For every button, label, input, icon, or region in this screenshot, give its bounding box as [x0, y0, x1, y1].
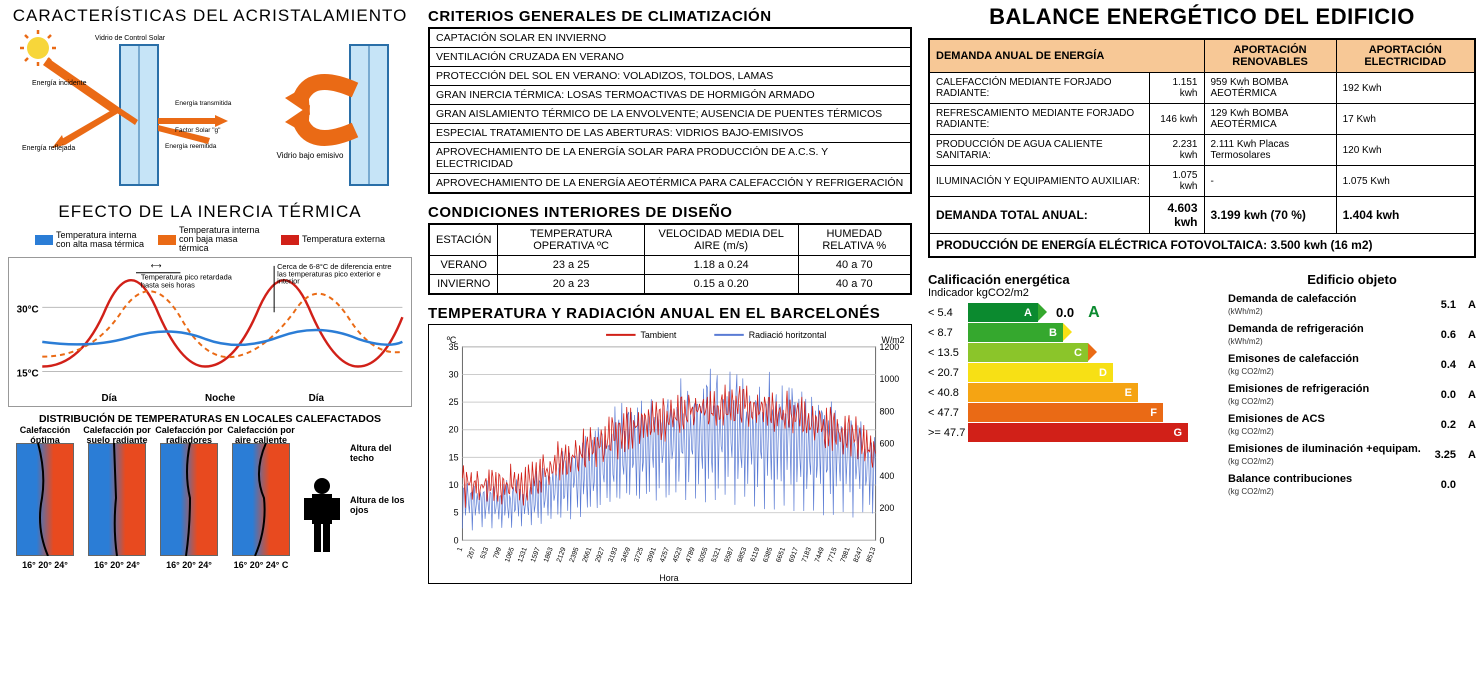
- svg-text:2927: 2927: [595, 546, 607, 563]
- svg-text:4257: 4257: [659, 546, 671, 563]
- inertia-legend: Temperatura interna con alta masa térmic…: [8, 226, 412, 253]
- svg-text:0: 0: [454, 535, 459, 545]
- svg-text:Vidrio bajo emisivo: Vidrio bajo emisivo: [277, 151, 345, 160]
- svg-text:5587: 5587: [724, 546, 736, 563]
- svg-text:Radiació horitzontal: Radiació horitzontal: [749, 330, 827, 340]
- cond-table: ESTACIÓNTEMPERATURA OPERATIVA ºCVELOCIDA…: [428, 223, 912, 295]
- svg-text:1331: 1331: [517, 546, 529, 563]
- svg-text:799: 799: [493, 546, 504, 559]
- svg-text:15°C: 15°C: [17, 368, 39, 379]
- inertia-title: EFECTO DE LA INERCIA TÉRMICA: [8, 202, 412, 222]
- rad-title: TEMPERATURA Y RADIACIÓN ANUAL EN EL BARC…: [428, 305, 912, 322]
- rating-bars: .rating-row:nth-child(1) .rating-arrow::…: [928, 303, 1218, 442]
- svg-text:1: 1: [456, 546, 464, 552]
- svg-text:2129: 2129: [556, 546, 568, 563]
- inertia-chart: 30°C 15°C ⟷ Temperatura pico retardada h…: [8, 257, 412, 407]
- svg-text:6651: 6651: [775, 546, 787, 563]
- svg-text:Día: Día: [309, 393, 325, 404]
- svg-text:6385: 6385: [762, 546, 774, 563]
- svg-text:Tambient: Tambient: [640, 330, 676, 340]
- rating-sub: Indicador kgCO2/m2: [928, 287, 1218, 299]
- svg-text:Hora: Hora: [659, 573, 678, 583]
- svg-text:0: 0: [880, 535, 885, 545]
- glazing-title: CARACTERÍSTICAS DEL ACRISTALAMIENTO: [8, 6, 412, 26]
- svg-text:4523: 4523: [672, 546, 684, 563]
- svg-text:267: 267: [467, 546, 478, 559]
- svg-text:25: 25: [449, 397, 459, 407]
- svg-text:35: 35: [449, 342, 459, 352]
- rating-title: Calificación energética: [928, 272, 1218, 287]
- svg-text:5055: 5055: [698, 546, 710, 563]
- svg-text:200: 200: [880, 503, 895, 513]
- svg-text:1065: 1065: [504, 546, 516, 563]
- svg-text:7449: 7449: [814, 546, 826, 563]
- balance-title: BALANCE ENERGÉTICO DEL EDIFICIO: [928, 4, 1476, 30]
- svg-text:3193: 3193: [607, 546, 619, 563]
- svg-text:2661: 2661: [582, 546, 594, 563]
- svg-text:Día: Día: [101, 393, 117, 404]
- svg-text:1000: 1000: [880, 374, 900, 384]
- crit-title: CRITERIOS GENERALES DE CLIMATIZACIÓN: [428, 8, 912, 25]
- crit-table: CAPTACIÓN SOLAR EN INVIERNOVENTILACIÓN C…: [428, 27, 912, 194]
- svg-text:600: 600: [880, 439, 895, 449]
- balance-table: DEMANDA ANUAL DE ENERGÍAAPORTACIÓN RENOV…: [928, 38, 1476, 258]
- svg-text:Energía reemitida: Energía reemitida: [165, 143, 217, 150]
- svg-text:1863: 1863: [543, 546, 555, 563]
- svg-text:Noche: Noche: [205, 393, 236, 404]
- dist-title: DISTRIBUCIÓN DE TEMPERATURAS EN LOCALES …: [8, 413, 412, 425]
- svg-text:3459: 3459: [620, 546, 632, 563]
- svg-text:4789: 4789: [685, 546, 697, 563]
- svg-text:5321: 5321: [711, 546, 723, 563]
- svg-text:8513: 8513: [866, 546, 878, 563]
- svg-text:7715: 7715: [827, 546, 839, 563]
- svg-text:7981: 7981: [840, 546, 852, 563]
- svg-text:400: 400: [880, 471, 895, 481]
- svg-text:⟷: ⟷: [151, 261, 162, 270]
- svg-text:8247: 8247: [853, 546, 865, 563]
- svg-text:5853: 5853: [737, 546, 749, 563]
- svg-text:5: 5: [454, 508, 459, 518]
- svg-text:Vidrio de Control Solar: Vidrio de Control Solar: [95, 35, 166, 42]
- svg-text:533: 533: [480, 546, 491, 559]
- svg-text:Energía incidente: Energía incidente: [32, 80, 87, 87]
- svg-text:15: 15: [449, 452, 459, 462]
- svg-text:Energía reflejada: Energía reflejada: [22, 145, 75, 152]
- svg-text:Factor Solar "g": Factor Solar "g": [175, 127, 221, 134]
- svg-text:Energía transmitida: Energía transmitida: [175, 100, 232, 107]
- cond-title: CONDICIONES INTERIORES DE DISEÑO: [428, 204, 912, 221]
- svg-text:6917: 6917: [788, 546, 800, 563]
- svg-text:30: 30: [449, 369, 459, 379]
- glazing-diagram: Vidrio de Control Solar Energía incident…: [8, 30, 412, 200]
- svg-text:10: 10: [449, 480, 459, 490]
- svg-text:3725: 3725: [633, 546, 645, 563]
- svg-text:7183: 7183: [801, 546, 813, 563]
- svg-text:800: 800: [880, 406, 895, 416]
- svg-text:1200: 1200: [880, 342, 900, 352]
- obj-rows: Demanda de calefacción(kWh/m2)5.1ADemand…: [1228, 293, 1476, 497]
- svg-text:1597: 1597: [530, 546, 542, 563]
- svg-text:2395: 2395: [569, 546, 581, 563]
- svg-text:20: 20: [449, 425, 459, 435]
- svg-text:3991: 3991: [646, 546, 658, 563]
- svg-text:30°C: 30°C: [17, 304, 39, 315]
- radiation-chart: Tambient Radiació horitzontal ºC W/m2 05…: [428, 324, 912, 584]
- svg-text:6119: 6119: [750, 546, 762, 563]
- obj-title: Edificio objeto: [1228, 272, 1476, 287]
- dist-temp-chart: Altura del techo Altura de los ojos Cale…: [8, 425, 412, 570]
